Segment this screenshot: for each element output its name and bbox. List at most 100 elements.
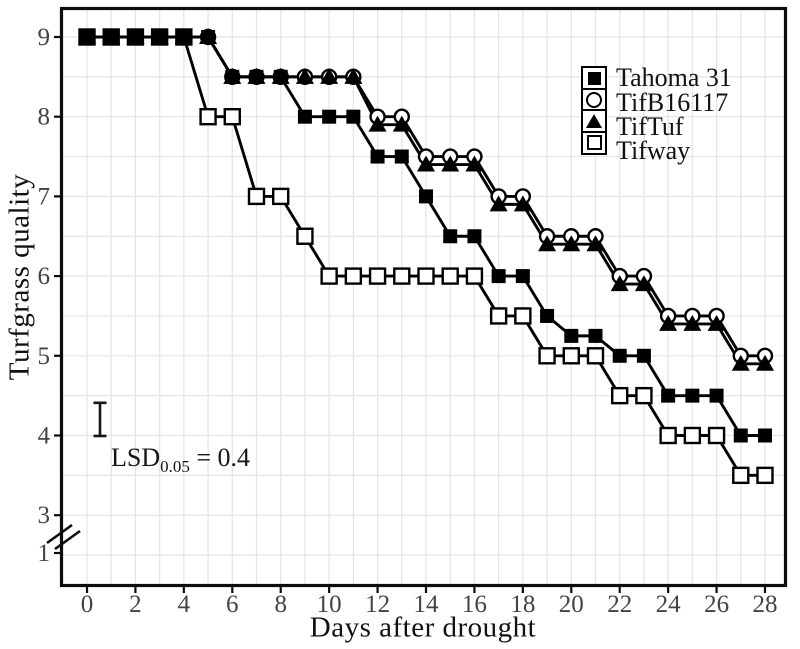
- x-axis-title: Days after drought: [309, 611, 537, 644]
- filled-square-marker: [201, 30, 216, 44]
- x-tick-label: 20: [559, 591, 584, 618]
- filled-square-marker: [564, 328, 579, 343]
- filled-square-marker: [273, 69, 288, 84]
- legend-swatch-tifway: [581, 130, 607, 155]
- legend-swatch-tiftuf: [581, 109, 607, 134]
- x-tick-label: 18: [510, 591, 535, 618]
- filled-triangle-marker: [416, 155, 435, 172]
- filled-square-marker: [346, 109, 361, 124]
- filled-square-marker: [540, 308, 555, 323]
- filled-square-marker: [418, 189, 433, 204]
- x-tick-label: 4: [178, 591, 191, 618]
- y-axis-title: Turfgrass quality: [3, 173, 36, 381]
- y-tick-label: 1: [38, 540, 51, 567]
- open-square-marker: [344, 267, 363, 285]
- filled-square-marker: [709, 388, 724, 403]
- series-markers: [78, 28, 774, 485]
- legend-swatch-tahoma31: [581, 66, 607, 90]
- legend-label-tifway: Tifway: [616, 136, 691, 166]
- open-square-marker: [199, 107, 217, 126]
- filled-square-marker: [80, 30, 94, 44]
- filled-square-marker: [757, 428, 772, 443]
- filled-square-marker: [733, 428, 748, 443]
- filled-square-marker: [588, 328, 603, 343]
- filled-square-marker: [612, 348, 627, 363]
- open-square-marker: [272, 187, 290, 206]
- filled-triangle-marker: [392, 115, 411, 132]
- filled-triangle-marker: [368, 115, 387, 132]
- filled-triangle-marker: [538, 235, 557, 252]
- filled-triangle-marker: [586, 235, 605, 252]
- filled-triangle-marker: [731, 354, 750, 371]
- filled-square-marker: [394, 149, 409, 164]
- open-square-marker: [659, 426, 677, 445]
- filled-square-marker: [297, 109, 312, 124]
- open-square-marker: [320, 267, 338, 285]
- filled-square-marker: [128, 30, 143, 44]
- filled-triangle-marker: [562, 235, 581, 252]
- y-tick-label: 7: [38, 183, 51, 210]
- filled-triangle-marker: [344, 67, 363, 84]
- legend-swatch-tifb16117: [581, 87, 607, 112]
- filled-triangle-marker: [465, 155, 484, 172]
- open-square-marker: [707, 426, 726, 445]
- open-square-icon: [586, 135, 602, 151]
- filled-square-marker: [443, 229, 458, 244]
- x-tick-label: 28: [752, 591, 777, 618]
- filled-square-marker: [152, 30, 167, 44]
- open-square-marker: [296, 227, 314, 245]
- filled-triangle-marker: [320, 67, 339, 84]
- open-square-marker: [514, 307, 532, 325]
- filled-triangle-marker: [707, 314, 726, 331]
- open-circle-icon: [586, 91, 602, 108]
- filled-square-marker: [104, 30, 119, 44]
- y-tick-label: 4: [38, 423, 51, 450]
- lsd-value: = 0.4: [189, 443, 251, 472]
- filled-square-marker: [685, 388, 700, 403]
- filled-square-marker: [225, 69, 240, 84]
- filled-triangle-marker: [513, 195, 532, 212]
- open-square-marker: [223, 107, 241, 126]
- x-tick-label: 16: [462, 591, 487, 618]
- x-tick-label: 24: [656, 591, 682, 618]
- filled-triangle-icon: [586, 114, 602, 129]
- filled-triangle-marker: [755, 354, 774, 371]
- legend-swatch-column: [581, 66, 607, 155]
- filled-triangle-marker: [659, 314, 678, 331]
- y-tick-label: 8: [38, 104, 51, 131]
- filled-square-marker: [176, 30, 191, 44]
- open-square-marker: [756, 466, 774, 485]
- legend: Tahoma 31 TifB16117 TifTuf Tifway: [581, 63, 732, 166]
- open-square-marker: [586, 347, 605, 365]
- filled-square-marker: [467, 229, 482, 244]
- open-square-marker: [732, 466, 750, 485]
- open-square-marker: [393, 267, 411, 285]
- filled-square-marker: [636, 348, 651, 363]
- filled-square-marker: [515, 269, 530, 284]
- filled-triangle-marker: [295, 67, 314, 84]
- open-square-marker: [441, 267, 459, 285]
- open-square-marker: [417, 267, 435, 285]
- open-square-marker: [611, 386, 629, 405]
- open-square-marker: [465, 267, 484, 285]
- x-tick-label: 22: [607, 591, 632, 618]
- lsd-subscript: 0.05: [160, 457, 190, 477]
- legend-label-tifb16117: TifB16117: [616, 87, 729, 117]
- legend-labels: Tahoma 31 TifB16117 TifTuf Tifway: [607, 63, 732, 166]
- filled-square-marker: [661, 388, 676, 403]
- plot-frame: [59, 6, 788, 588]
- open-square-marker: [247, 187, 266, 206]
- y-tick-label: 5: [38, 343, 51, 370]
- filled-square-marker: [249, 69, 264, 84]
- x-tick-label: 12: [365, 591, 390, 618]
- filled-triangle-marker: [489, 195, 508, 212]
- x-tick-label: 8: [274, 591, 287, 618]
- open-square-marker: [683, 426, 702, 445]
- filled-square-icon: [587, 71, 601, 85]
- x-tick-label: 26: [704, 591, 729, 618]
- x-tick-label: 10: [317, 591, 342, 618]
- open-square-marker: [562, 347, 580, 365]
- filled-triangle-marker: [441, 155, 460, 172]
